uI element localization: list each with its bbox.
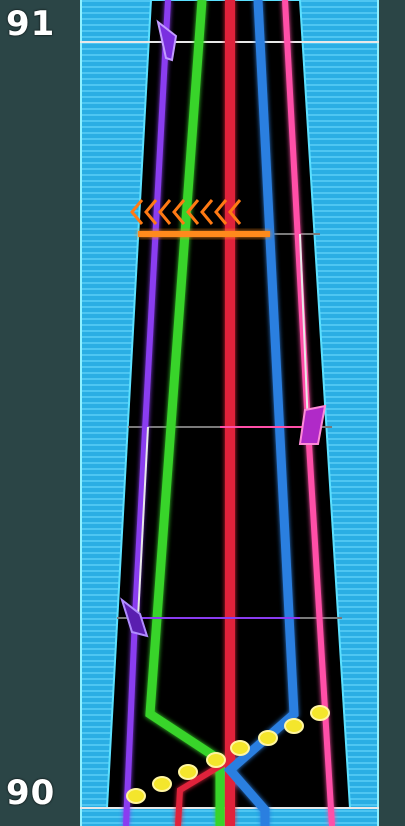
- lane-green: [145, 0, 225, 826]
- slam-chevrons: [130, 199, 242, 225]
- chart-highway: [80, 0, 379, 826]
- note-yellow-group: [126, 705, 330, 804]
- lane-red-branch: [175, 757, 232, 826]
- wall-segment: [137, 426, 149, 619]
- highway-svg: [80, 0, 379, 826]
- lane-blue: [223, 0, 299, 826]
- measure-number-bottom: 90: [6, 773, 56, 813]
- slam-bar: [138, 231, 270, 237]
- note-pink: [298, 404, 327, 445]
- note-purple: [156, 19, 178, 62]
- measure-number-top: 91: [6, 4, 56, 44]
- note-purple: [120, 597, 149, 638]
- wall-segment: [299, 233, 309, 428]
